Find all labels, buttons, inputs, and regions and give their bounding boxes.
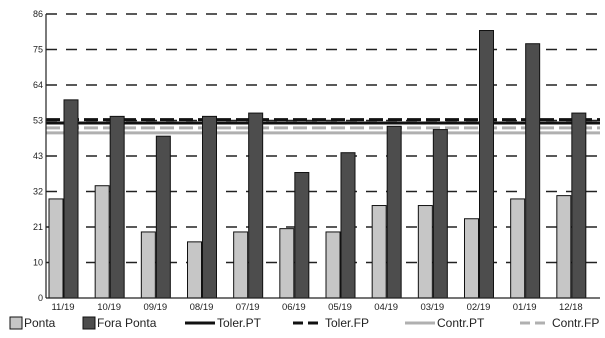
legend-swatch-fora-ponta [82, 316, 96, 330]
bar-fora-ponta-03-19 [432, 129, 448, 299]
bar-ponta-11-19 [48, 198, 64, 299]
legend-label-contr-fp: Contr.FP [552, 316, 599, 330]
y-tick-label: 10 [33, 258, 43, 268]
x-tick-label: 02/19 [467, 302, 491, 313]
x-tick-label: 12/18 [559, 302, 583, 313]
x-tick-label: 04/19 [374, 302, 398, 313]
bar-ponta-10-19 [94, 185, 110, 299]
bar-fora-ponta-04-19 [386, 125, 402, 299]
bar-fora-ponta-01-19 [525, 43, 541, 299]
x-tick-label: 09/19 [143, 302, 167, 313]
bar-ponta-04-19 [371, 205, 387, 299]
y-tick-label: 64 [33, 80, 43, 90]
bar-ponta-06-19 [279, 228, 295, 299]
legend-label-toler-pt: Toler.PT [217, 316, 262, 330]
x-axis-ticks: 11/19 10/19 09/19 08/19 07/19 06/19 05/19 04/19… [51, 302, 582, 313]
x-tick-label: 05/19 [328, 302, 352, 313]
reference-lines [46, 118, 600, 135]
bar-ponta-02-19 [464, 218, 479, 299]
legend-label-contr-pt: Contr.PT [437, 316, 485, 330]
y-tick-label: 86 [33, 9, 43, 19]
y-tick-label: 32 [33, 187, 43, 197]
x-tick-label: 10/19 [97, 302, 121, 313]
bar-ponta-07-19 [233, 231, 249, 299]
x-tick-label: 03/19 [420, 302, 444, 313]
bar-ponta-03-19 [417, 205, 433, 299]
y-axis-ticks: 0 10 21 32 43 53 64 75 86 [33, 9, 43, 303]
bar-ponta-12-18 [556, 195, 572, 299]
bar-fora-ponta-08-19 [202, 115, 217, 299]
bar-fora-ponta-02-19 [479, 30, 494, 299]
y-tick-label: 75 [33, 45, 43, 55]
legend: Ponta Fora Ponta Toler.PT Toler.FP Contr.PT C… [9, 316, 599, 330]
x-tick-label: 01/19 [513, 302, 537, 313]
x-tick-label: 11/19 [51, 302, 74, 313]
x-tick-label: 07/19 [236, 302, 260, 313]
y-tick-label: 43 [33, 151, 43, 161]
bar-ponta-01-19 [510, 198, 526, 299]
bar-fora-ponta-12-18 [571, 112, 587, 299]
bar-fora-ponta-11-19 [63, 99, 79, 299]
y-tick-label: 21 [33, 222, 43, 232]
y-tick-label: 53 [33, 116, 43, 126]
legend-label-ponta: Ponta [24, 316, 56, 330]
legend-swatch-ponta [9, 316, 23, 330]
x-tick-label: 06/19 [282, 302, 306, 313]
legend-label-fora-ponta: Fora Ponta [97, 316, 157, 330]
bar-fora-ponta-07-19 [248, 112, 264, 299]
legend-label-toler-fp: Toler.FP [325, 316, 369, 330]
bar-fora-ponta-06-19 [294, 172, 310, 299]
x-tick-label: 08/19 [190, 302, 214, 313]
y-tick-label: 0 [38, 293, 43, 303]
bar-fora-ponta-05-19 [340, 152, 356, 299]
bar-fora-ponta-09-19 [155, 135, 171, 299]
bar-ponta-05-19 [325, 231, 341, 299]
bar-fora-ponta-10-19 [109, 115, 125, 299]
bar-ponta-08-19 [187, 241, 202, 299]
bars [48, 30, 587, 299]
bar-ponta-09-19 [140, 231, 156, 299]
